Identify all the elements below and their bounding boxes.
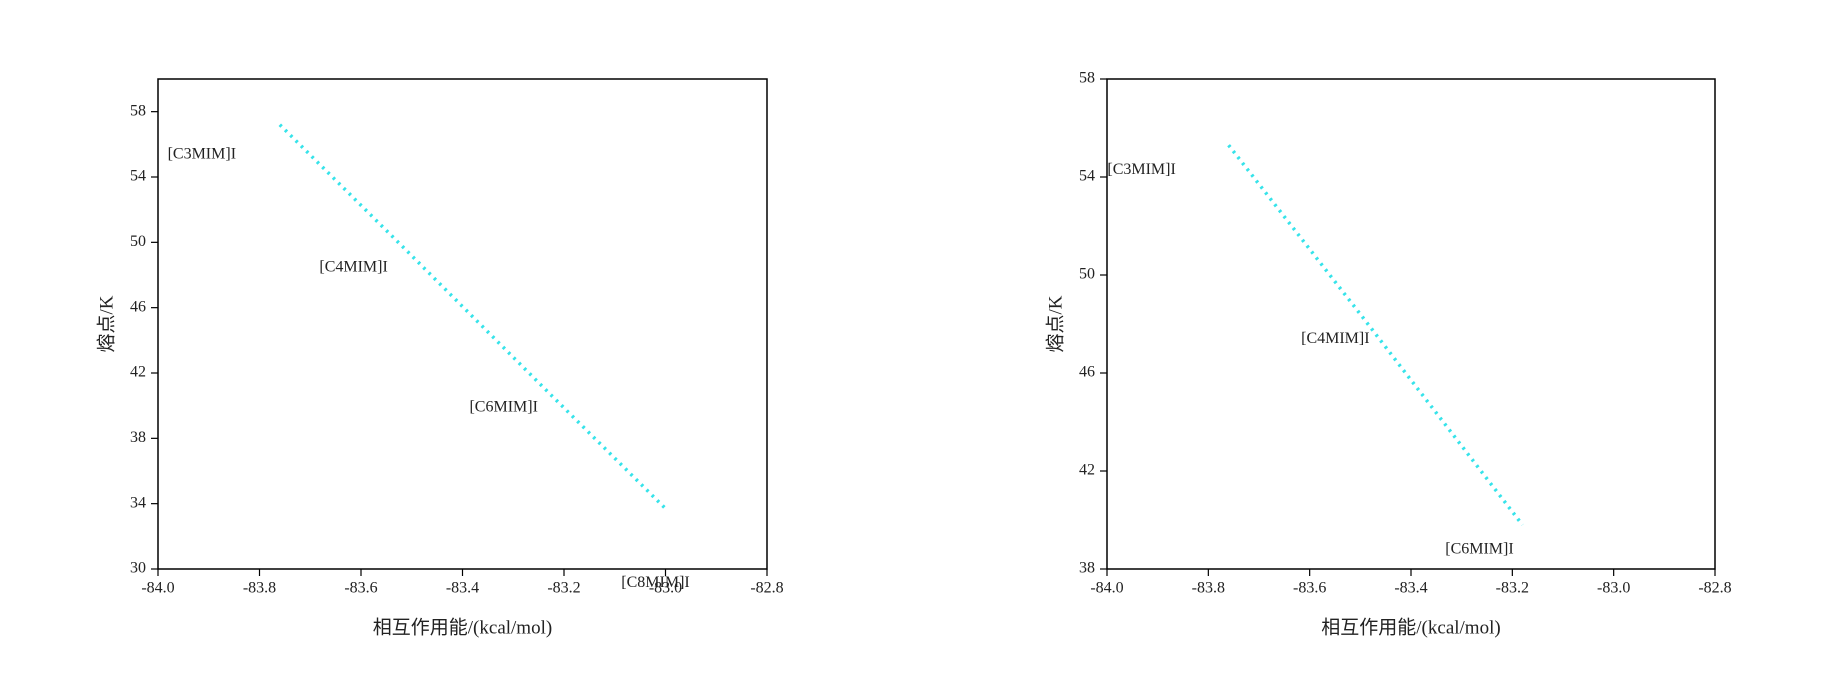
y-tick-label: 38 [130,429,146,446]
point-label: [C6MIM]I [1445,541,1513,558]
data-line [1227,144,1524,526]
y-tick-label: 46 [130,298,146,315]
x-axis-title: 相互作用能/(kcal/mol) [373,616,552,638]
data-line [278,123,667,510]
x-tick-label: -83.4 [1394,580,1427,597]
point-label: [C3MIM]I [1107,161,1175,178]
x-tick-label: -84.0 [141,580,174,597]
x-tick-label: -83.6 [344,580,377,597]
x-axis-title: 相互作用能/(kcal/mol) [1321,616,1500,638]
y-tick-label: 38 [1079,560,1095,577]
x-tick-label: -83.6 [1293,580,1326,597]
y-tick-label: 50 [130,233,146,250]
x-tick-label: -83.2 [1496,580,1529,597]
y-tick-label: 34 [130,494,146,511]
x-tick-label: -83.0 [1597,580,1630,597]
x-tick-label: -83.0 [649,580,682,597]
point-label: [C4MIM]I [1301,330,1369,347]
y-tick-label: 54 [1079,168,1095,185]
x-tick-label: -83.2 [547,580,580,597]
y-tick-label: 30 [130,560,146,577]
y-tick-label: 46 [1079,364,1095,381]
y-tick-label: 50 [1079,266,1095,283]
x-tick-label: -84.0 [1090,580,1123,597]
x-tick-label: -82.8 [750,580,783,597]
point-label: [C8MIM]I [621,574,689,591]
y-tick-label: 42 [1079,462,1095,479]
y-tick-label: 42 [130,364,146,381]
plot-frame [157,78,768,570]
point-label: [C3MIM]I [168,145,236,162]
y-axis-title: 熔点/K [1044,295,1066,352]
point-label: [C4MIM]I [319,258,387,275]
x-tick-label: -83.8 [243,580,276,597]
point-label: [C6MIM]I [469,398,537,415]
x-tick-label: -83.4 [446,580,479,597]
y-tick-label: 58 [130,102,146,119]
y-tick-label: 54 [130,168,146,185]
plot-frame [1106,78,1716,570]
x-tick-label: -83.8 [1192,580,1225,597]
y-tick-label: 58 [1079,70,1095,87]
y-axis-title: 熔点/K [95,295,117,352]
x-tick-label: -82.8 [1698,580,1731,597]
